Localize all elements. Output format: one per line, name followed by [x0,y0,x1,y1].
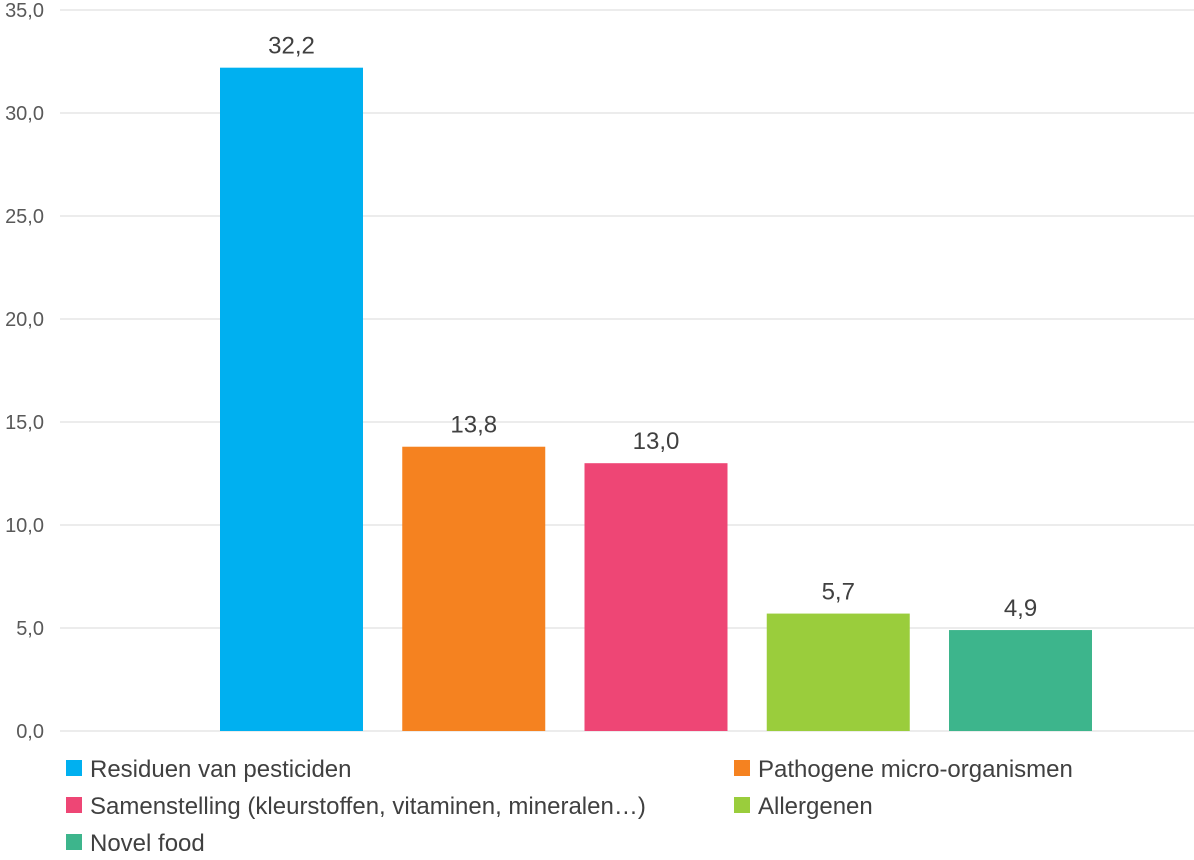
legend-swatch [734,760,750,776]
legend: Residuen van pesticiden Pathogene micro-o… [66,756,1073,857]
legend-label: Allergenen [758,793,873,820]
y-tick-label: 15,0 [5,412,44,434]
legend-item: Pathogene micro-organismen [734,756,1073,783]
bar [766,613,910,731]
data-label: 32,2 [268,33,315,60]
bar [949,630,1092,731]
legend-swatch [66,760,82,776]
data-label: 13,0 [633,428,680,455]
y-tick-label: 0,0 [16,721,44,743]
y-tick-label: 30,0 [5,103,44,125]
data-label: 4,9 [1004,595,1037,622]
legend-label: Residuen van pesticiden [90,756,352,783]
y-tick-label: 20,0 [5,309,44,331]
bar [402,446,546,731]
legend-item: Allergenen [734,793,873,820]
y-tick-label: 35,0 [5,0,44,22]
bars [220,67,1092,732]
legend-swatch [66,797,82,813]
y-tick-label: 25,0 [5,206,44,228]
bar [584,463,728,731]
legend-swatch [66,834,82,850]
legend-label: Pathogene micro-organismen [758,756,1073,783]
legend-label: Novel food [90,830,205,857]
y-tick-label: 5,0 [16,618,44,640]
y-axis-tick-labels: 0,0 5,0 10,0 15,0 20,0 25,0 30,0 35,0 [5,0,44,743]
data-label: 5,7 [822,579,855,606]
legend-item: Residuen van pesticiden [66,756,352,783]
y-tick-label: 10,0 [5,515,44,537]
bar [220,67,363,732]
data-label: 13,8 [450,412,497,439]
legend-item: Novel food [66,830,205,857]
legend-label: Samenstelling (kleurstoffen, vitaminen, … [90,793,646,820]
legend-swatch [734,797,750,813]
data-labels: 32,2 13,8 13,0 5,7 4,9 [268,33,1037,622]
legend-item: Samenstelling (kleurstoffen, vitaminen, … [66,793,646,820]
